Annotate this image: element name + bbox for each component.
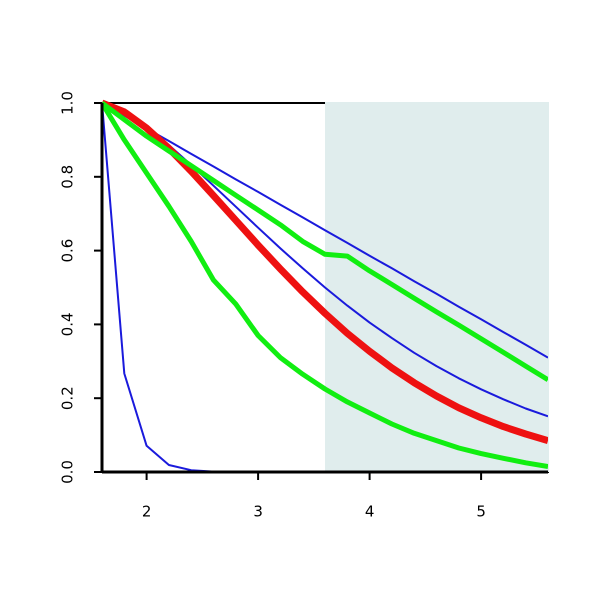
x-tick-label: 4	[365, 503, 375, 521]
y-tick-label: 0.8	[59, 165, 77, 189]
series-line	[102, 102, 548, 359]
series-line	[102, 101, 548, 469]
shaded-region	[325, 102, 549, 472]
series-line	[102, 100, 548, 382]
series-line	[102, 102, 548, 472]
y-tick-label: 0.2	[59, 386, 77, 410]
y-tick-label: 0.4	[59, 312, 77, 336]
x-tick-label: 5	[476, 503, 486, 521]
x-tick-label: 3	[253, 503, 263, 521]
y-tick-label: 1.0	[59, 91, 77, 115]
x-tick-label: 2	[142, 503, 152, 521]
y-tick-label: 0.6	[59, 239, 77, 263]
y-tick-label: 0.0	[59, 460, 77, 484]
